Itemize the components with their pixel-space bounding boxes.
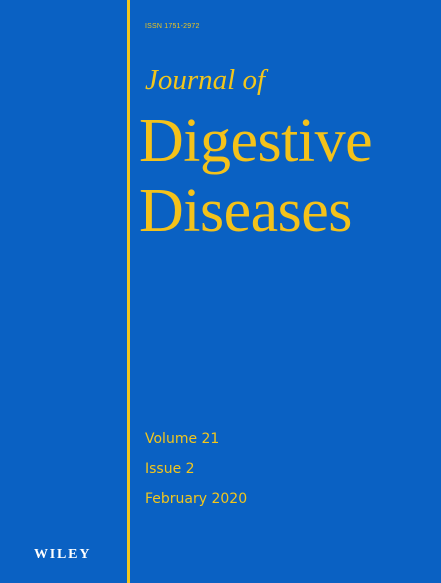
- journal-title-line-1: Digestive: [139, 107, 373, 175]
- publication-date: February 2020: [145, 491, 248, 507]
- vertical-divider-rule: [127, 0, 130, 583]
- issn-label: ISSN 1751-2972: [145, 23, 200, 30]
- publisher-logo: WILEY: [34, 547, 92, 562]
- journal-prefix: Journal of: [145, 64, 266, 96]
- issue-label: Issue 2: [145, 461, 195, 477]
- volume-label: Volume 21: [145, 431, 220, 447]
- journal-title-line-2: Diseases: [139, 177, 352, 245]
